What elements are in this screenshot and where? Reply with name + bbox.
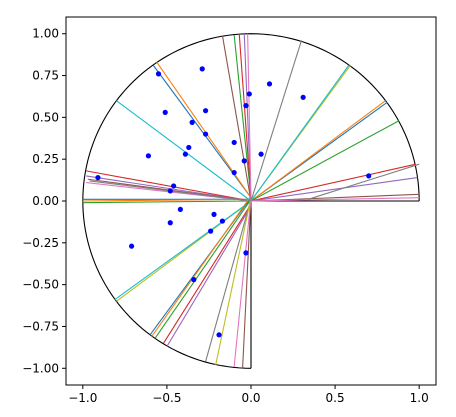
y-tick-label: −0.25 xyxy=(22,236,59,250)
x-axis: −1.0 −0.5 0.0 0.5 1.0 xyxy=(68,385,429,405)
scatter-point xyxy=(189,119,195,125)
scatter-point xyxy=(186,144,192,151)
scatter-point xyxy=(199,66,205,72)
scatter-point xyxy=(208,228,214,234)
unit-circle-boundary xyxy=(82,33,420,369)
ray-line xyxy=(247,33,252,202)
ray-line xyxy=(86,170,252,202)
scatter-point xyxy=(191,277,197,283)
ray-line xyxy=(250,177,418,202)
ray-line xyxy=(308,163,420,200)
scatter-point xyxy=(216,332,222,338)
ray-line xyxy=(250,40,302,202)
x-tick-label: 0.0 xyxy=(241,391,260,405)
ray-line xyxy=(233,197,252,367)
scatter-point xyxy=(182,151,189,157)
y-tick-label: 0.25 xyxy=(32,152,59,166)
x-tick-label: 1.0 xyxy=(410,391,429,405)
ray-line xyxy=(82,200,252,204)
ray-line xyxy=(238,33,252,198)
scatter-point xyxy=(128,243,135,249)
ray-line xyxy=(205,199,252,362)
scatter-point xyxy=(366,173,372,179)
ray-line xyxy=(163,204,252,344)
scatter-point xyxy=(266,81,273,87)
ray-line xyxy=(153,65,252,198)
scatter-point xyxy=(243,103,249,109)
scatter-point xyxy=(231,139,237,146)
y-tick-label: −0.50 xyxy=(22,278,59,292)
scatter-point xyxy=(145,153,152,159)
scatter-point xyxy=(231,169,237,176)
scatter-point xyxy=(155,71,162,77)
x-tick-label: 0.5 xyxy=(326,391,345,405)
boundary-arc xyxy=(82,33,420,369)
y-axis: 1.00 0.75 0.50 0.25 0.00 −0.25 −0.50 −0.75 −1.00 xyxy=(22,27,66,375)
scatter-point xyxy=(246,91,252,97)
ray-line xyxy=(114,200,252,301)
ray-line xyxy=(82,198,252,202)
y-tick-label: −0.75 xyxy=(22,319,59,333)
scatter-point xyxy=(167,220,173,226)
ray-line xyxy=(250,193,420,202)
scatter-point xyxy=(219,218,226,224)
ray-line xyxy=(250,65,349,202)
x-tick-label: −1.0 xyxy=(68,391,97,405)
ray-line xyxy=(215,197,252,366)
ray-line xyxy=(250,163,416,202)
scatter-point xyxy=(202,131,209,137)
ray-line xyxy=(242,197,252,369)
scatter-point xyxy=(211,211,217,217)
x-tick-label: −0.5 xyxy=(152,391,181,405)
scatter-point xyxy=(95,174,101,181)
scatter-point xyxy=(167,188,173,194)
y-tick-label: −1.00 xyxy=(22,361,59,375)
ray-line xyxy=(156,61,252,198)
scatter-point xyxy=(171,183,177,189)
scatter-points xyxy=(95,66,372,338)
ray-line xyxy=(221,35,252,202)
ray-line xyxy=(233,35,252,198)
ray-line xyxy=(166,205,252,347)
ray-lines xyxy=(82,33,420,369)
scatter-point xyxy=(177,206,183,212)
scatter-point xyxy=(162,109,168,115)
scatter-point xyxy=(243,250,249,256)
ray-line xyxy=(250,197,420,202)
ray-line xyxy=(151,195,252,337)
scatter-point xyxy=(258,151,264,157)
ray-line xyxy=(154,199,252,339)
y-tick-label: 0.00 xyxy=(32,194,59,208)
scatter-point xyxy=(202,108,209,114)
y-tick-label: 0.75 xyxy=(32,69,59,83)
ray-line xyxy=(116,100,252,202)
ray-line xyxy=(250,100,386,202)
y-tick-label: 0.50 xyxy=(32,110,59,124)
scatter-point xyxy=(300,94,306,100)
scatter-point xyxy=(241,158,247,164)
y-tick-label: 1.00 xyxy=(32,27,59,41)
ray-line xyxy=(250,120,400,202)
